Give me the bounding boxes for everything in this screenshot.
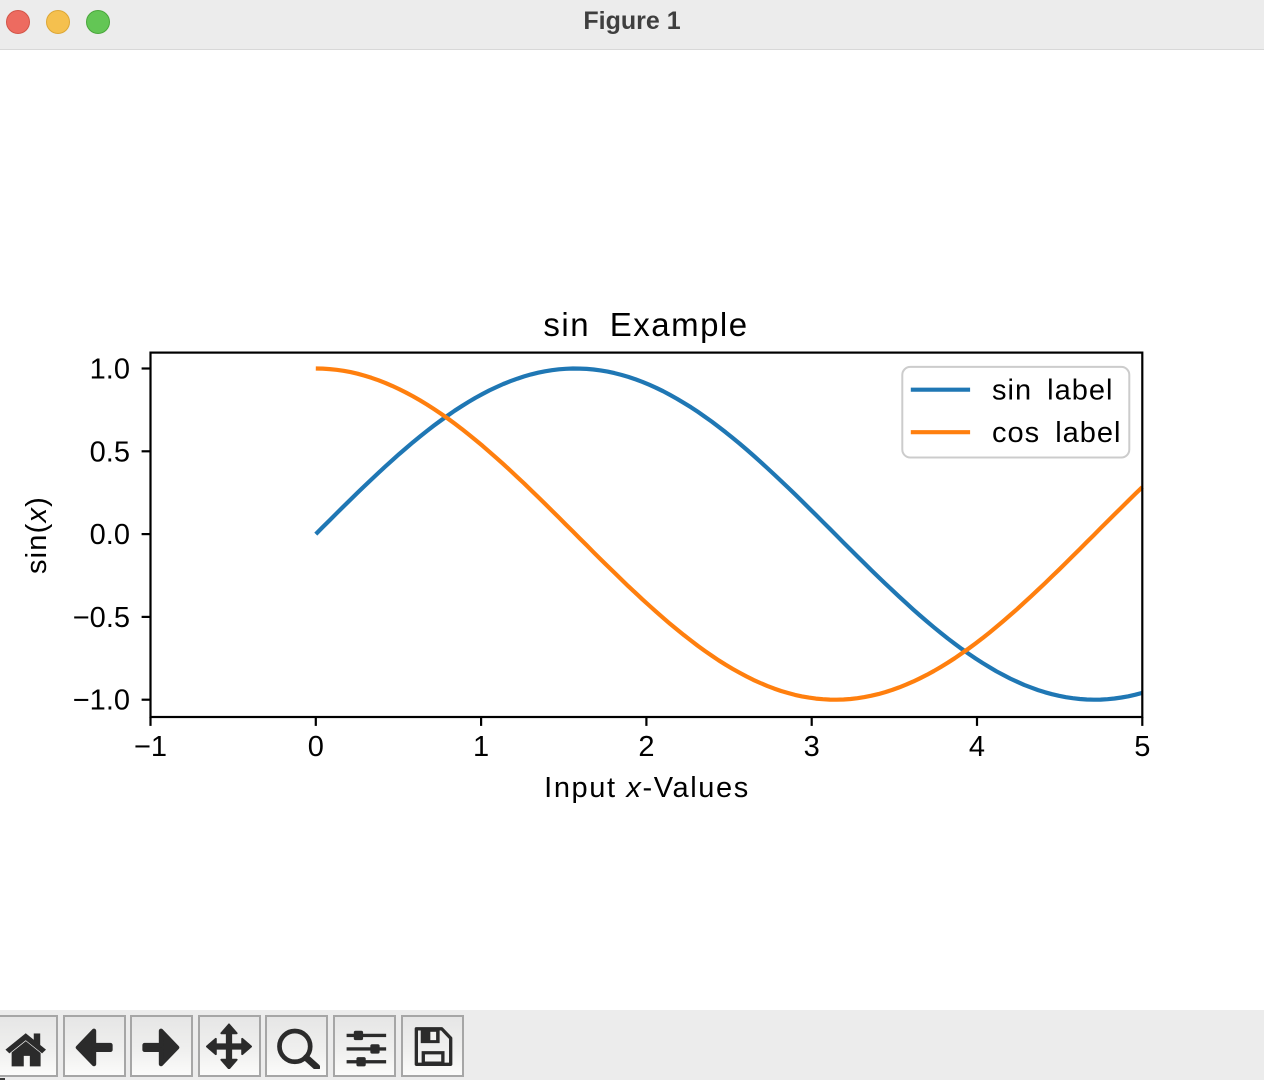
svg-text:sin(x): sin(x) [21, 496, 53, 574]
svg-text:5: 5 [1134, 731, 1150, 763]
svg-text:3: 3 [804, 731, 820, 763]
svg-text:−1: −1 [134, 731, 167, 763]
svg-text:2: 2 [638, 731, 654, 763]
svg-text:cos label: cos label [992, 417, 1121, 449]
svg-text:0: 0 [308, 731, 324, 763]
svg-text:sin Example: sin Example [543, 306, 748, 343]
svg-text:1.0: 1.0 [90, 354, 130, 386]
svg-text:0.5: 0.5 [90, 436, 130, 468]
svg-text:−1.0: −1.0 [73, 685, 130, 717]
svg-text:0.0: 0.0 [90, 519, 130, 551]
svg-text:sin label: sin label [992, 375, 1113, 407]
svg-text:−0.5: −0.5 [73, 602, 130, 634]
svg-text:Input x-Values: Input x-Values [544, 772, 750, 804]
svg-text:1: 1 [473, 731, 489, 763]
svg-text:4: 4 [969, 731, 985, 763]
